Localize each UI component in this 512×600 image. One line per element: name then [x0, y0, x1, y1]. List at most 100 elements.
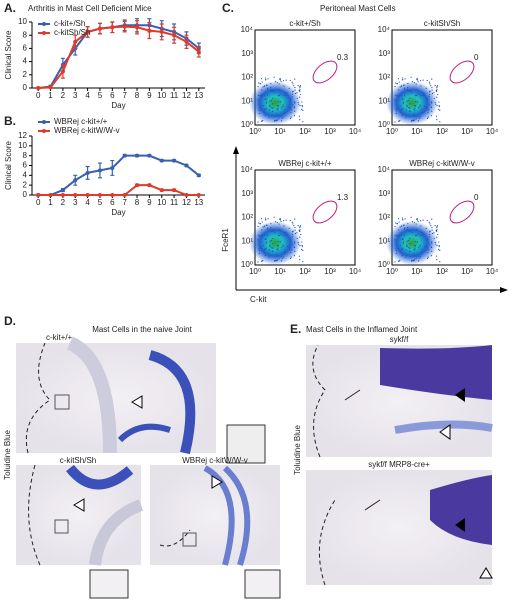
event-dot [419, 94, 421, 96]
plot-title: c-kit+/Sh [289, 19, 320, 28]
inset [226, 424, 266, 464]
event-dot [270, 83, 272, 85]
event-dot [421, 94, 423, 97]
event-dot [257, 261, 259, 263]
event-dot [294, 232, 297, 235]
y-tick-label: 10⁰ [241, 260, 253, 269]
event-dot [301, 248, 303, 250]
stain-label: Toluidine Blue [3, 430, 12, 480]
event-dot [430, 115, 433, 117]
event-dot [400, 234, 403, 236]
x-tick-label: 1 [48, 198, 53, 207]
event-dot [394, 225, 396, 228]
event-dot [430, 246, 432, 248]
event-dot [397, 260, 400, 262]
event-dot [395, 82, 397, 84]
point [159, 158, 164, 163]
event-dot [419, 104, 421, 106]
event-dot [299, 119, 301, 121]
event-dot [419, 220, 422, 222]
event-dot [435, 243, 437, 245]
event-dot [423, 94, 425, 96]
event-dot [263, 225, 266, 227]
event-dot [258, 94, 260, 96]
point [73, 39, 78, 44]
event-dot [419, 105, 421, 108]
series-line [38, 184, 199, 196]
cartilage [117, 423, 171, 443]
point [172, 158, 177, 163]
event-dot [276, 245, 279, 247]
point [48, 193, 53, 197]
event-dot [422, 79, 424, 81]
event-dot [299, 259, 301, 261]
event-dot [407, 87, 409, 89]
event-dot [430, 225, 432, 227]
image-label: c-kit+/+ [46, 333, 73, 342]
event-dot [426, 219, 428, 222]
event-dot [286, 94, 288, 96]
y-tick-label: 10² [378, 213, 390, 222]
event-dot [298, 255, 301, 257]
density [386, 81, 438, 125]
event-dot [291, 221, 293, 223]
event-dot [413, 82, 416, 84]
event-dot [294, 250, 296, 252]
point [36, 86, 41, 90]
y-tick-label: 10¹ [378, 236, 390, 245]
x-tick-label: 8 [135, 91, 140, 100]
event-dot [257, 99, 259, 101]
event-dot [268, 249, 270, 251]
event-dot [429, 93, 431, 96]
event-dot [257, 225, 259, 228]
event-dot [291, 249, 293, 251]
event-dot [263, 85, 266, 87]
event-dot [294, 218, 296, 220]
event-dot [431, 218, 433, 220]
event-dot [416, 256, 418, 258]
event-dot [416, 241, 418, 243]
event-dot [406, 246, 408, 248]
event-dot [399, 119, 401, 122]
dashed-line [159, 529, 191, 547]
event-dot [272, 247, 274, 249]
y-tick-label: 10⁰ [378, 120, 390, 129]
point [73, 178, 78, 183]
event-dot [299, 85, 302, 87]
event-dot [434, 101, 436, 104]
chart-title: Arthritis in Mast Cell Deficient Mice [28, 4, 152, 13]
y-tick-label: 0 [23, 190, 28, 199]
event-dot [301, 101, 303, 103]
event-dot [402, 79, 404, 81]
event-dot [286, 234, 288, 236]
event-dot [275, 120, 277, 122]
event-dot [284, 108, 286, 111]
event-dot [396, 246, 399, 248]
event-dot [398, 94, 400, 96]
image-label: WBRej c-kitW/W-v [182, 456, 248, 465]
event-dot [298, 103, 300, 105]
event-dot [411, 221, 414, 223]
event-dot [258, 82, 260, 84]
event-dot [259, 82, 261, 85]
event-dot [283, 85, 285, 87]
event-dot [438, 245, 440, 247]
event-dot [409, 90, 412, 92]
event-dot [289, 219, 291, 222]
event-dot [402, 84, 405, 86]
event-dot [427, 116, 429, 118]
event-dot [283, 116, 285, 118]
event-dot [284, 234, 286, 237]
event-dot [258, 250, 261, 252]
plot-title: c-kitSh/Sh [424, 19, 460, 28]
event-dot [275, 260, 277, 262]
x-tick-label: 10⁴ [349, 127, 362, 136]
x-tick-label: 3 [73, 198, 78, 207]
event-dot [274, 259, 276, 262]
event-dot [265, 98, 267, 100]
event-dot [396, 235, 398, 237]
event-dot [407, 223, 409, 225]
panel-title: Peritoneal Mast Cells [320, 4, 396, 13]
event-dot [262, 245, 264, 247]
event-dot [282, 220, 285, 222]
